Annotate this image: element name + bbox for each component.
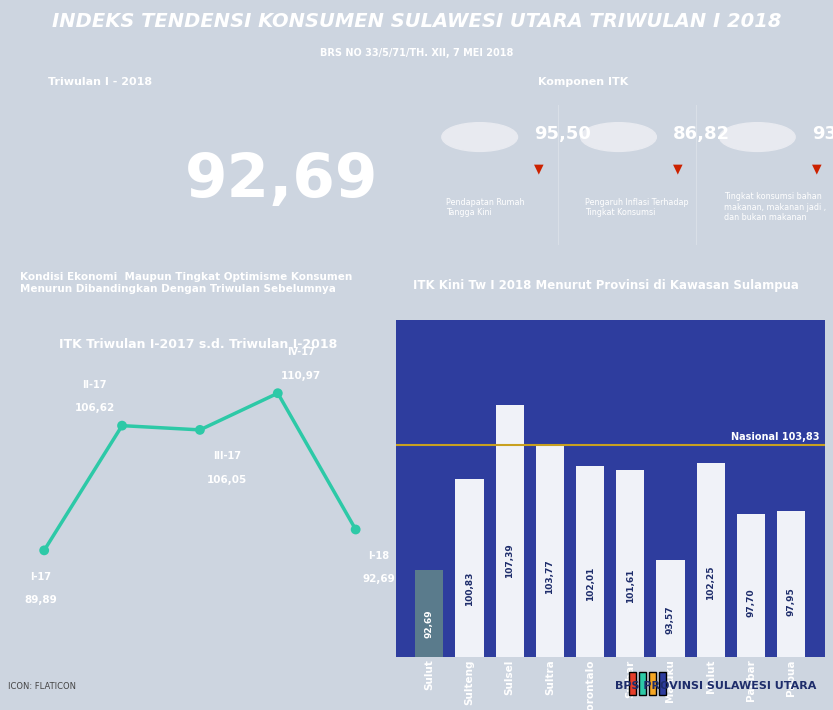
Text: ITK Triwulan I-2017 s.d. Triwulan I-2018: ITK Triwulan I-2017 s.d. Triwulan I-2018 bbox=[58, 338, 337, 351]
Text: 106,62: 106,62 bbox=[75, 403, 115, 413]
Text: I-18: I-18 bbox=[368, 551, 390, 561]
Text: INDEKS TENDENSI KONSUMEN SULAWESI UTARA TRIWULAN I 2018: INDEKS TENDENSI KONSUMEN SULAWESI UTARA … bbox=[52, 12, 781, 31]
Bar bbox=[496, 405, 524, 657]
Text: 97,95: 97,95 bbox=[786, 587, 796, 616]
Bar bbox=[415, 570, 443, 657]
Text: 97,70: 97,70 bbox=[746, 588, 756, 617]
Text: 92,69: 92,69 bbox=[362, 574, 396, 584]
FancyBboxPatch shape bbox=[649, 672, 656, 695]
Text: 102,01: 102,01 bbox=[586, 567, 595, 601]
Text: 102,25: 102,25 bbox=[706, 566, 716, 601]
Text: Kondisi Ekonomi  Maupun Tingkat Optimisme Konsumen
Menurun Dibandingkan Dengan T: Kondisi Ekonomi Maupun Tingkat Optimisme… bbox=[20, 272, 352, 293]
Text: Pendapatan Rumah
Tangga Kini: Pendapatan Rumah Tangga Kini bbox=[446, 197, 525, 217]
Text: II-17: II-17 bbox=[82, 380, 107, 390]
Text: BRS NO 33/5/71/TH. XII, 7 MEI 2018: BRS NO 33/5/71/TH. XII, 7 MEI 2018 bbox=[320, 48, 513, 58]
Text: 92,69: 92,69 bbox=[185, 151, 378, 209]
FancyBboxPatch shape bbox=[639, 672, 646, 695]
Circle shape bbox=[581, 123, 656, 151]
Point bbox=[271, 388, 284, 399]
Text: 110,97: 110,97 bbox=[281, 371, 322, 381]
Text: 106,05: 106,05 bbox=[207, 474, 247, 485]
Text: ITK Kini Tw I 2018 Menurut Provinsi di Kawasan Sulampua: ITK Kini Tw I 2018 Menurut Provinsi di K… bbox=[413, 279, 799, 293]
Circle shape bbox=[720, 123, 796, 151]
Circle shape bbox=[441, 123, 517, 151]
Bar bbox=[456, 479, 483, 657]
Text: 86,82: 86,82 bbox=[673, 125, 731, 143]
Point bbox=[349, 524, 362, 535]
Point bbox=[116, 420, 129, 431]
Bar bbox=[656, 560, 685, 657]
Text: III-17: III-17 bbox=[213, 451, 242, 462]
Bar bbox=[777, 511, 806, 657]
Text: Triwulan I - 2018: Triwulan I - 2018 bbox=[47, 77, 152, 87]
Text: 92,69: 92,69 bbox=[425, 610, 434, 638]
FancyBboxPatch shape bbox=[629, 672, 636, 695]
Point bbox=[37, 545, 51, 556]
Text: 100,83: 100,83 bbox=[465, 572, 474, 606]
Point bbox=[193, 424, 207, 435]
Bar bbox=[616, 470, 645, 657]
Text: 101,61: 101,61 bbox=[626, 569, 635, 603]
Bar bbox=[696, 463, 725, 657]
Text: 107,39: 107,39 bbox=[505, 544, 514, 579]
Text: 89,89: 89,89 bbox=[24, 595, 57, 605]
Text: ▼: ▼ bbox=[673, 163, 683, 175]
Text: Komponen ITK: Komponen ITK bbox=[538, 77, 628, 87]
Text: 95,50: 95,50 bbox=[535, 125, 591, 143]
Text: ▼: ▼ bbox=[535, 163, 544, 175]
Text: I-17: I-17 bbox=[30, 572, 51, 581]
Text: Tingkat konsumsi bahan
makanan, makanan jadi ,
dan bukan makanan: Tingkat konsumsi bahan makanan, makanan … bbox=[724, 192, 826, 222]
Text: IV-17: IV-17 bbox=[287, 347, 315, 357]
Text: BPS PROVINSI SULAWESI UTARA: BPS PROVINSI SULAWESI UTARA bbox=[615, 681, 816, 691]
Bar bbox=[737, 514, 765, 657]
Text: Pengaruh Inflasi Terhadap
Tingkat Konsumsi: Pengaruh Inflasi Terhadap Tingkat Konsum… bbox=[585, 197, 688, 217]
Text: ▼: ▼ bbox=[812, 163, 821, 175]
Bar bbox=[536, 446, 564, 657]
Text: Nasional 103,83: Nasional 103,83 bbox=[731, 432, 819, 442]
FancyBboxPatch shape bbox=[659, 672, 666, 695]
Bar bbox=[576, 466, 604, 657]
Text: 93,57: 93,57 bbox=[666, 606, 675, 635]
Text: 103,77: 103,77 bbox=[546, 559, 555, 594]
Text: 93,44: 93,44 bbox=[812, 125, 833, 143]
Text: ICON: FLATICON: ICON: FLATICON bbox=[8, 682, 77, 691]
